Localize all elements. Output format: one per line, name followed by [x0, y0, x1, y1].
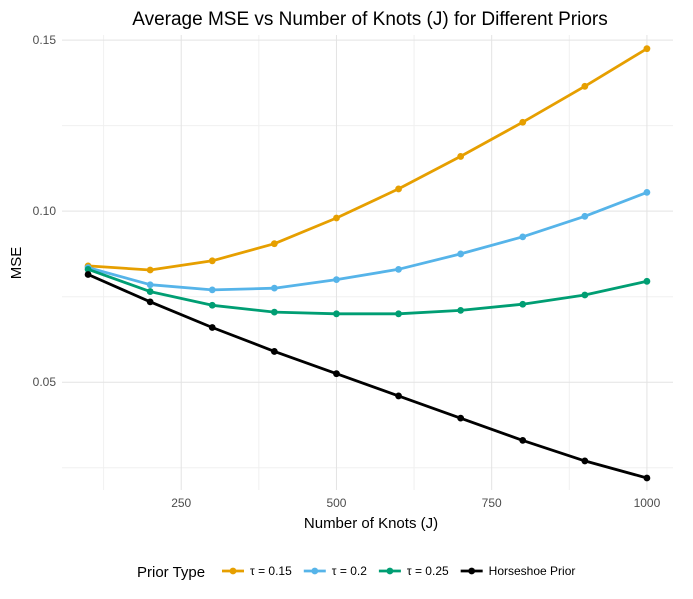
- data-point: [208, 301, 216, 309]
- data-point: [457, 153, 465, 160]
- legend: Prior Type τ = 0.15 τ = 0.2 τ = 0.25 Horses…: [137, 564, 575, 581]
- data-point: [333, 370, 340, 378]
- x-axis-title: Number of Knots (J): [304, 515, 438, 532]
- series-line: [86, 267, 649, 316]
- data-point: [519, 118, 527, 126]
- legend-title: Prior Type: [137, 564, 205, 581]
- series-group: [84, 265, 651, 318]
- data-point: [146, 288, 154, 295]
- x-tick-label: 1000: [634, 496, 661, 510]
- minor-gridlines: [62, 35, 673, 490]
- series-group: [84, 188, 651, 294]
- data-point: [643, 277, 651, 285]
- data-point: [395, 265, 402, 273]
- data-point: [146, 281, 154, 289]
- y-tick-label: 0.10: [33, 204, 57, 218]
- chart-title: Average MSE vs Number of Knots (J) for D…: [132, 9, 608, 30]
- data-point: [395, 185, 402, 193]
- data-point: [270, 348, 278, 355]
- x-tick-label: 250: [171, 496, 191, 510]
- series-layer: [84, 45, 651, 482]
- legend-key-point: [386, 567, 394, 575]
- data-point: [146, 298, 154, 306]
- y-tick-label: 0.15: [33, 33, 57, 47]
- data-point: [208, 324, 216, 331]
- legend-item: τ = 0.2: [303, 564, 367, 578]
- data-point: [581, 212, 589, 220]
- data-point: [457, 414, 465, 422]
- data-point: [395, 310, 402, 318]
- legend-label: τ = 0.25: [407, 564, 449, 578]
- data-point: [270, 284, 278, 292]
- data-point: [84, 265, 92, 273]
- data-point: [581, 291, 589, 299]
- data-point: [84, 271, 92, 278]
- data-point: [581, 82, 589, 90]
- data-point: [519, 233, 527, 241]
- x-tick-label: 500: [326, 496, 346, 510]
- data-point: [519, 300, 527, 308]
- data-point: [270, 308, 278, 316]
- tick-labels: 250 500 750 1000 0.05 0.10 0.15: [33, 33, 661, 510]
- major-gridlines: [62, 35, 673, 490]
- data-point: [457, 250, 465, 258]
- data-point: [208, 257, 216, 265]
- data-point: [643, 45, 651, 53]
- legend-key-point: [468, 567, 476, 575]
- legend-key-point: [311, 567, 319, 575]
- x-tick-label: 750: [482, 496, 502, 510]
- legend-label: τ = 0.15: [250, 564, 292, 578]
- series-group: [84, 45, 651, 274]
- y-axis-title: MSE: [8, 247, 25, 280]
- data-point: [643, 474, 651, 482]
- series-group: [84, 271, 651, 482]
- series-line: [86, 190, 649, 292]
- data-point: [146, 266, 154, 274]
- legend-label: Horseshoe Prior: [489, 564, 576, 578]
- legend-item: Horseshoe Prior: [460, 564, 576, 578]
- legend-label: τ = 0.2: [332, 564, 367, 578]
- data-point: [581, 457, 589, 465]
- data-point: [457, 306, 465, 314]
- data-point: [270, 240, 278, 248]
- series-line: [86, 273, 649, 480]
- legend-item: τ = 0.15: [222, 564, 292, 578]
- y-tick-label: 0.05: [33, 375, 57, 389]
- legend-key-point: [229, 567, 237, 575]
- legend-item: τ = 0.25: [378, 564, 449, 578]
- data-point: [333, 276, 340, 284]
- data-point: [643, 188, 651, 196]
- data-point: [519, 436, 527, 444]
- data-point: [208, 286, 216, 294]
- data-point: [333, 214, 340, 222]
- series-line: [86, 47, 649, 272]
- data-point: [333, 310, 340, 318]
- data-point: [395, 392, 402, 400]
